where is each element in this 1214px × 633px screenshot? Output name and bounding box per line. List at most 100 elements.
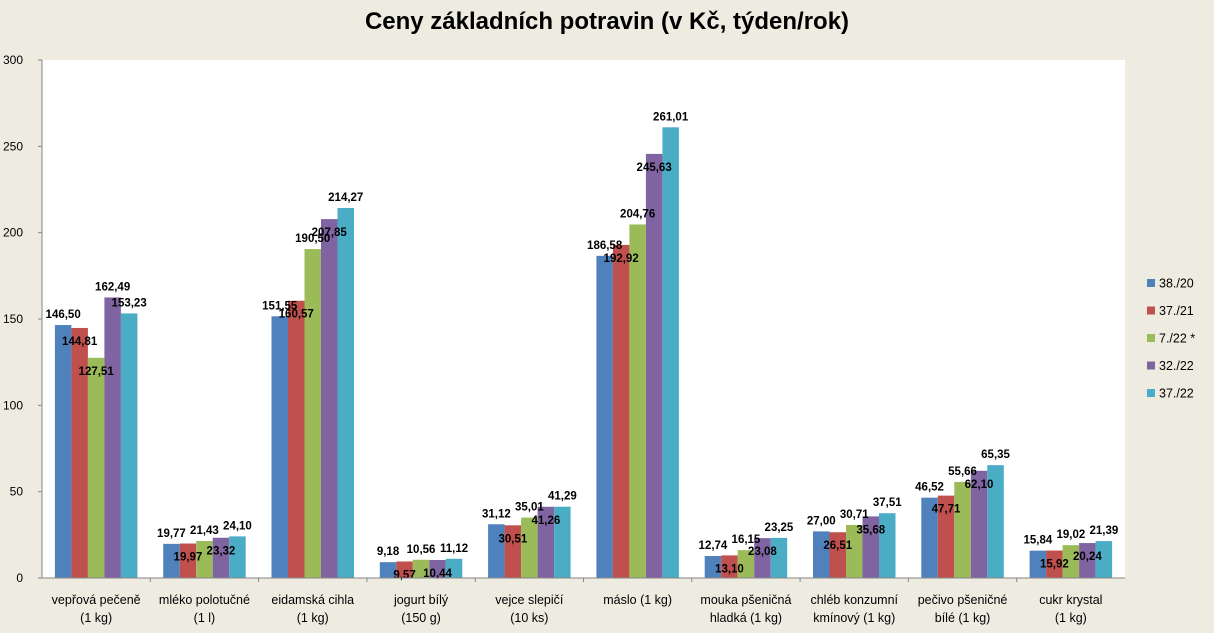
data-label: 30,71: [840, 509, 869, 521]
data-label: 162,49: [95, 281, 130, 293]
bar: [987, 465, 1004, 578]
x-axis: vepřová pečeně (1 kg) mléko polotučné (1 l)…: [42, 577, 1125, 625]
y-axis: 0 50 100 150 200 250 300: [3, 53, 43, 585]
x-category-label: (1 kg): [297, 611, 329, 625]
bar: [521, 517, 538, 578]
data-label: 214,27: [328, 192, 363, 204]
data-label: 15,92: [1040, 559, 1069, 571]
bar: [429, 559, 446, 578]
data-label: 9,18: [377, 546, 400, 558]
bar: [754, 538, 771, 578]
legend-swatch: [1147, 389, 1155, 397]
data-label: 16,15: [732, 534, 761, 546]
y-tick-label: 300: [3, 53, 23, 67]
legend-swatch: [1147, 279, 1155, 287]
data-label: 245,63: [637, 162, 672, 174]
bar: [846, 524, 863, 578]
data-label: 12,74: [699, 540, 728, 552]
data-label: 21,39: [1089, 525, 1118, 537]
data-label: 11,12: [440, 543, 468, 555]
bar: [212, 537, 230, 578]
data-label: 127,51: [79, 366, 115, 378]
legend-label: 37./22: [1159, 387, 1194, 401]
bar: [229, 536, 246, 578]
bar: [862, 516, 879, 578]
bar: [104, 297, 121, 578]
data-label: 41,26: [531, 515, 560, 527]
y-tick-label: 100: [3, 398, 23, 412]
y-tick-label: 0: [16, 571, 23, 585]
bar: [921, 497, 938, 578]
x-category-label: cukr krystal: [1039, 593, 1102, 607]
x-category-label: pečivo pšeničné: [918, 593, 1008, 607]
x-category-label: kmínový (1 kg): [813, 611, 895, 625]
data-label: 151,55: [262, 300, 298, 312]
data-label: 192,92: [604, 253, 639, 265]
bar: [770, 537, 788, 578]
bar: [87, 357, 105, 578]
legend-label: 38./20: [1159, 277, 1194, 291]
bar: [537, 506, 555, 578]
x-category-label: jogurt bílý: [393, 593, 449, 607]
data-label: 146,50: [46, 309, 81, 321]
bar: [288, 300, 305, 578]
bar: [813, 531, 830, 578]
data-label: 23,32: [207, 546, 236, 558]
data-label: 10,56: [407, 544, 436, 556]
x-category-label: (10 ks): [510, 611, 548, 625]
data-label: 35,68: [856, 524, 885, 536]
x-category-label: bílé (1 kg): [935, 611, 991, 625]
bar: [445, 558, 463, 578]
x-category-label: (1 l): [194, 611, 216, 625]
legend: 38./20 37./21 7./22 * 32./22 37./22: [1147, 277, 1195, 401]
legend-swatch: [1147, 306, 1155, 315]
bar: [196, 540, 213, 578]
bar: [163, 543, 180, 578]
data-label: 19,77: [157, 528, 186, 540]
data-label: 46,52: [915, 482, 944, 494]
bar: [1095, 541, 1113, 578]
x-category-label: (150 g): [401, 611, 441, 625]
bar: [612, 244, 630, 578]
data-label: 19,97: [174, 552, 203, 564]
data-label: 144,81: [62, 336, 98, 348]
bar: [1062, 545, 1080, 578]
bar: [179, 543, 197, 578]
bar: [662, 127, 679, 579]
x-category-label: vejce slepičí: [495, 593, 564, 607]
bar: [120, 313, 138, 578]
bar: [596, 255, 613, 578]
data-label: 55,66: [948, 466, 977, 478]
bar: [1029, 550, 1047, 578]
bars-group: [54, 127, 1113, 579]
data-label: 62,10: [965, 479, 994, 491]
legend-swatch: [1147, 361, 1155, 370]
data-label: 261,01: [653, 111, 689, 123]
bar: [629, 224, 646, 578]
bar: [721, 555, 738, 578]
legend-swatch: [1147, 334, 1155, 342]
data-label: 204,76: [620, 208, 655, 220]
data-label: 13,10: [715, 563, 744, 575]
bar: [879, 513, 896, 578]
bar: [970, 470, 988, 578]
bar: [554, 506, 571, 578]
x-category-label: mouka pšeničná: [700, 593, 791, 607]
bar: [337, 208, 354, 578]
data-label: 37,51: [873, 497, 902, 509]
data-label: 153,23: [112, 297, 147, 309]
bar: [396, 561, 413, 578]
x-category-label: eidamská cihla: [271, 593, 354, 607]
data-label: 30,51: [498, 533, 527, 545]
bar: [412, 559, 430, 578]
data-label: 24,10: [223, 520, 252, 532]
data-label: 15,84: [1023, 535, 1052, 547]
data-label: 27,00: [807, 515, 836, 527]
legend-label: 7./22 *: [1159, 332, 1195, 346]
data-label: 20,24: [1073, 551, 1102, 563]
data-label: 207,85: [312, 227, 348, 239]
bar: [54, 325, 72, 578]
data-label: 160,57: [279, 309, 314, 321]
data-label: 41,29: [548, 491, 577, 503]
